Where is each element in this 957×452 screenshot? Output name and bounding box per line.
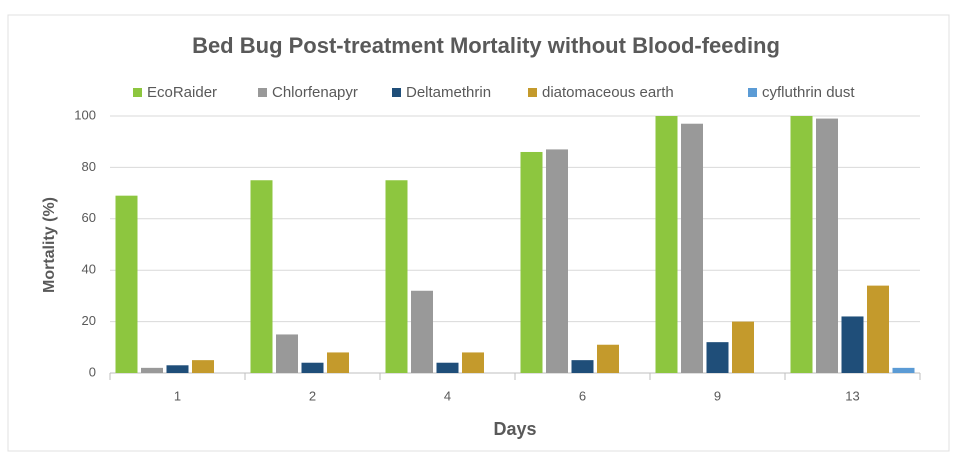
x-tick-label: 13 [845, 388, 859, 403]
bar [816, 118, 838, 373]
bar [192, 360, 214, 373]
bar [867, 285, 889, 373]
bar [115, 195, 138, 373]
bar [250, 180, 273, 373]
legend-swatch [392, 88, 401, 97]
bar [276, 334, 298, 373]
chart-title: Bed Bug Post-treatment Mortality without… [192, 33, 780, 58]
legend-swatch [748, 88, 757, 97]
y-tick-label: 100 [74, 107, 96, 122]
x-tick-label: 9 [714, 388, 721, 403]
legend-label: EcoRaider [147, 84, 217, 101]
bar [411, 290, 433, 373]
y-tick-label: 40 [82, 262, 96, 277]
bar [520, 151, 543, 373]
bar [841, 316, 864, 373]
legend-swatch [528, 88, 537, 97]
y-tick-label: 60 [82, 210, 96, 225]
bar [892, 367, 915, 373]
legend-label: diatomaceous earth [542, 84, 674, 101]
y-tick-label: 20 [82, 313, 96, 328]
bar [546, 149, 568, 373]
legend-label: Deltamethrin [406, 84, 491, 101]
legend-swatch [133, 88, 142, 97]
bar [327, 352, 349, 373]
x-axis-label: Days [493, 419, 536, 439]
y-tick-label: 0 [89, 364, 96, 379]
legend-label: cyfluthrin dust [762, 84, 855, 101]
bar [681, 123, 703, 374]
bar [706, 342, 729, 373]
bar [301, 362, 324, 373]
x-tick-label: 6 [579, 388, 586, 403]
bar [597, 344, 619, 373]
bar [141, 367, 163, 373]
bar [166, 365, 189, 373]
x-tick-label: 2 [309, 388, 316, 403]
y-tick-label: 80 [82, 159, 96, 174]
legend-swatch [258, 88, 267, 97]
x-tick-label: 1 [174, 388, 181, 403]
legend-label: Chlorfenapyr [272, 84, 358, 101]
bar [385, 180, 408, 373]
y-axis-label: Mortality (%) [41, 197, 58, 293]
x-tick-label: 4 [444, 388, 451, 403]
bar [655, 116, 678, 373]
bar [732, 321, 754, 373]
bar [790, 116, 813, 373]
bar [571, 360, 594, 373]
bar [436, 362, 459, 373]
bar [462, 352, 484, 373]
